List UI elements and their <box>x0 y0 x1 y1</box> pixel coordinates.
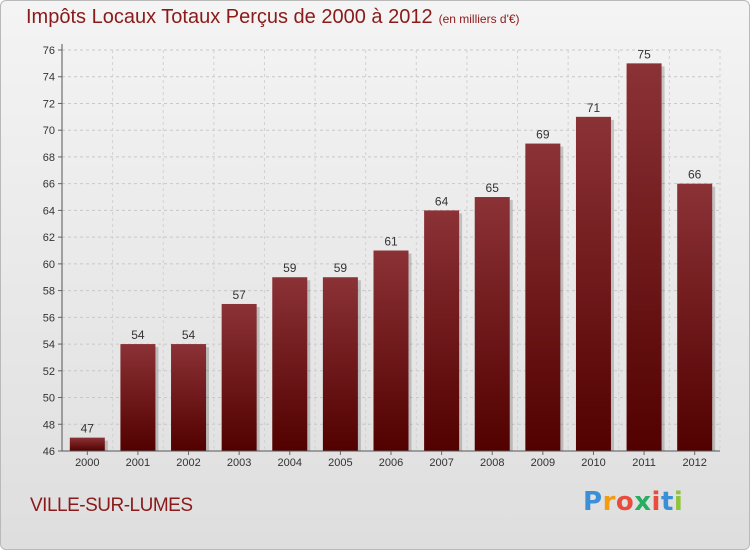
bar-value-label: 66 <box>688 168 702 182</box>
y-tick-label: 54 <box>43 339 55 351</box>
logo-letter: i <box>651 487 661 517</box>
bar <box>525 143 561 452</box>
x-tick-label: 2010 <box>581 457 605 469</box>
x-tick-label: 2009 <box>531 457 555 469</box>
bar <box>474 197 510 451</box>
x-tick-label: 2006 <box>379 457 403 469</box>
chart-subtitle: (en milliers d'€) <box>438 12 520 26</box>
chart-title: Impôts Locaux Totaux Perçus de 2000 à 20… <box>26 6 520 29</box>
bar-value-label: 64 <box>435 194 449 208</box>
proxiti-logo: Proxiti <box>583 487 683 517</box>
logo-letter: P <box>583 487 603 517</box>
y-tick-label: 46 <box>43 446 55 458</box>
logo-letter: r <box>602 487 616 517</box>
logo-letter: i <box>673 487 684 517</box>
bar-value-label: 57 <box>232 288 246 302</box>
y-tick-label: 66 <box>43 179 55 191</box>
y-tick-label: 52 <box>43 366 55 378</box>
bar-value-label: 61 <box>384 235 398 249</box>
bar-value-label: 71 <box>587 101 601 115</box>
x-tick-label: 2004 <box>278 457 302 469</box>
y-tick-label: 74 <box>43 72 55 84</box>
bar <box>272 277 308 451</box>
x-tick-label: 2001 <box>126 457 150 469</box>
bar-value-label: 59 <box>334 261 348 275</box>
x-tick-label: 2012 <box>682 457 706 469</box>
bar-value-label: 47 <box>81 422 95 436</box>
commune-name: VILLE-SUR-LUMES <box>30 495 193 516</box>
bar <box>626 63 662 451</box>
y-tick-label: 62 <box>43 232 55 244</box>
logo-letter: t <box>660 487 674 517</box>
y-tick-label: 50 <box>43 393 55 405</box>
x-tick-label: 2000 <box>75 457 99 469</box>
bar <box>322 277 358 451</box>
bar <box>575 116 611 451</box>
logo-letter: o <box>615 487 635 517</box>
y-tick-label: 56 <box>43 312 55 324</box>
chart-title-text: Impôts Locaux Totaux Perçus de 2000 à 20… <box>26 6 433 28</box>
y-tick-label: 70 <box>43 125 55 137</box>
x-tick-label: 2008 <box>480 457 504 469</box>
y-tick-label: 58 <box>43 286 55 298</box>
bar-value-label: 59 <box>283 261 297 275</box>
bar <box>120 344 156 451</box>
y-tick-label: 48 <box>43 419 55 431</box>
bar-value-label: 69 <box>536 128 550 142</box>
y-tick-label: 68 <box>43 152 55 164</box>
x-tick-label: 2011 <box>632 457 656 469</box>
bar-value-label: 65 <box>486 181 500 195</box>
logo-letter: x <box>634 487 652 517</box>
bar <box>221 303 257 451</box>
bar-value-label: 75 <box>637 47 651 61</box>
bar <box>424 210 460 451</box>
y-tick-label: 60 <box>43 259 55 271</box>
y-tick-label: 64 <box>43 205 55 217</box>
x-tick-label: 2007 <box>429 457 453 469</box>
x-tick-label: 2003 <box>227 457 251 469</box>
bar-value-label: 54 <box>131 328 145 342</box>
bar <box>69 437 105 451</box>
bar-value-label: 54 <box>182 328 196 342</box>
bar <box>373 250 409 451</box>
bar <box>171 344 207 451</box>
x-tick-label: 2005 <box>328 457 352 469</box>
y-tick-label: 76 <box>43 45 55 57</box>
bar <box>677 183 713 451</box>
x-tick-label: 2002 <box>176 457 200 469</box>
y-tick-label: 72 <box>43 98 55 110</box>
